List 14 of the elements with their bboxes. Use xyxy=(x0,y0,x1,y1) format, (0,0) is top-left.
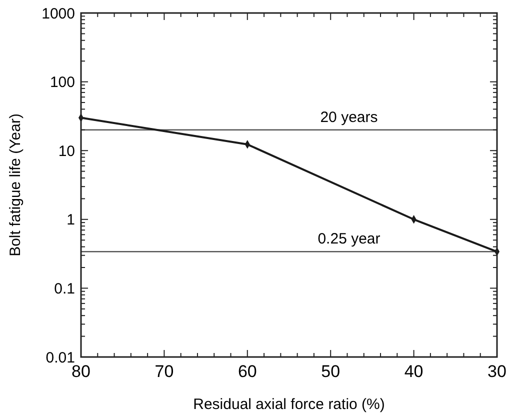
x-tick-label: 50 xyxy=(321,362,340,381)
y-tick-label: 0.1 xyxy=(54,280,75,298)
y-tick-label: 1 xyxy=(66,212,75,229)
ref-line-label: 20 years xyxy=(320,108,378,126)
y-tick-label: 1000 xyxy=(42,5,75,22)
x-tick-label: 30 xyxy=(488,362,506,381)
x-tick-label: 40 xyxy=(404,362,424,381)
ref-line-label: 0.25 year xyxy=(318,230,380,248)
y-tick-label: 100 xyxy=(50,74,75,92)
x-axis-title: Residual axial force ratio (%) xyxy=(193,396,385,413)
y-axis-title: Bolt fatigue life (Year) xyxy=(7,114,24,256)
x-tick-label: 70 xyxy=(154,362,174,381)
y-tick-label: 10 xyxy=(58,142,75,160)
x-tick-label: 60 xyxy=(238,362,257,381)
